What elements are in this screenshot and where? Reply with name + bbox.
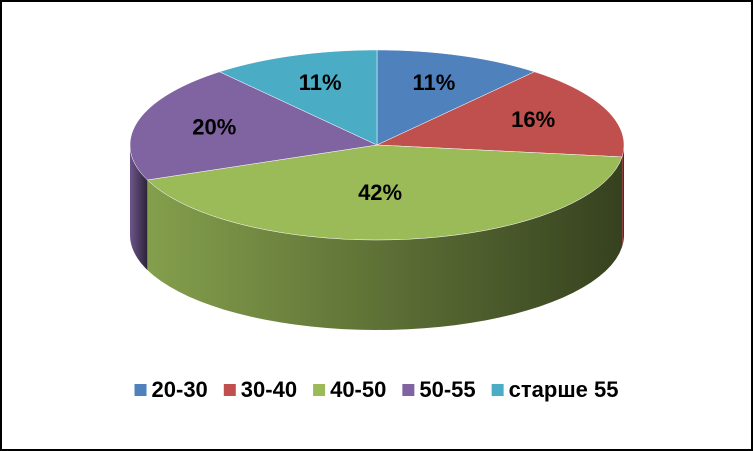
data-label: 20% (192, 115, 236, 140)
slice-side (147, 156, 623, 330)
slice-side (622, 145, 624, 247)
legend-label: 50-55 (419, 377, 475, 402)
slice (146, 144, 623, 241)
legend-swatch (223, 384, 236, 396)
legend-swatch (402, 384, 415, 396)
legend-label: старше 55 (509, 377, 619, 402)
legend-swatch (134, 384, 147, 396)
slice (376, 71, 625, 158)
slice (218, 49, 378, 146)
legend-label: 40-50 (330, 377, 386, 402)
legend-label: 20-30 (152, 377, 208, 402)
slice (376, 49, 536, 146)
slice (129, 71, 378, 181)
legend-swatch (313, 384, 326, 396)
legend-label: 30-40 (241, 377, 297, 402)
slice-side (130, 145, 148, 270)
data-label: 11% (412, 70, 455, 95)
legend-swatch (491, 384, 504, 396)
data-label: 11% (299, 70, 342, 95)
data-label: 16% (511, 107, 555, 132)
data-label: 42% (358, 180, 402, 205)
